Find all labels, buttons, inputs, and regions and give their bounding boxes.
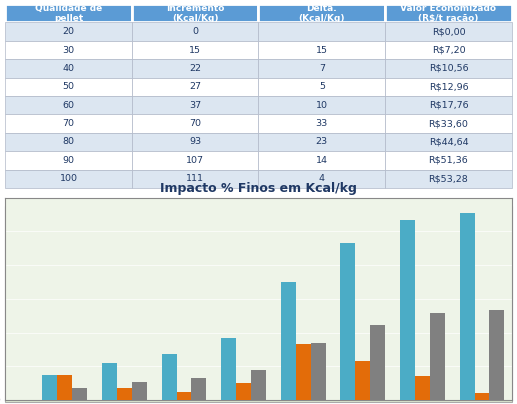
- Bar: [72, 388, 87, 400]
- Bar: [162, 354, 176, 400]
- Bar: [236, 383, 251, 400]
- Bar: [311, 343, 326, 400]
- Bar: [415, 377, 430, 400]
- Bar: [42, 375, 57, 400]
- Bar: [117, 388, 132, 400]
- Bar: [370, 325, 385, 400]
- Bar: [355, 361, 370, 400]
- Bar: [490, 310, 505, 400]
- Bar: [132, 382, 147, 400]
- Bar: [191, 378, 206, 400]
- Bar: [475, 393, 490, 400]
- Bar: [251, 370, 266, 400]
- Bar: [221, 338, 236, 400]
- Bar: [102, 363, 117, 400]
- Bar: [400, 219, 415, 400]
- Bar: [296, 344, 311, 400]
- Bar: [341, 243, 355, 400]
- Bar: [460, 213, 475, 400]
- Bar: [176, 391, 191, 400]
- Bar: [281, 282, 296, 400]
- Bar: [430, 314, 445, 400]
- Title: Impacto % Finos em Kcal/kg: Impacto % Finos em Kcal/kg: [160, 182, 357, 195]
- Bar: [57, 375, 72, 400]
